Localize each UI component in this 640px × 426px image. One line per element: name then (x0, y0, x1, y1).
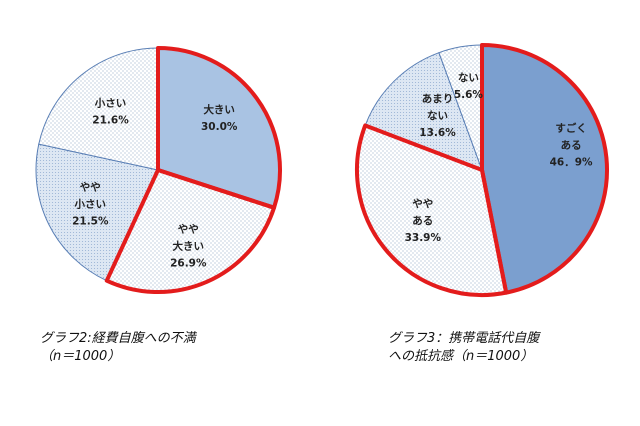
chart-2-slice-1-category: すごく (555, 122, 587, 135)
chart-2-slice-2-label: ややある 33.9% (405, 198, 442, 244)
chart-1-caption-line-2: （n＝1000） (40, 349, 121, 364)
chart-2-slice-1-value: 46．9% (550, 157, 593, 169)
chart-1-slice-3-value: 21.5% (72, 216, 109, 228)
chart-1-slice-4 (38, 47, 159, 171)
chart-2-slice-2-value: 33.9% (405, 232, 442, 244)
pie-chart-phone-cost-resistance: すごくある 46．9%ややある 33.9%あまりない 13.6%ない 5.6% (355, 43, 609, 297)
chart-2-slice-3-label: あまりない 13.6% (419, 92, 456, 139)
chart-2-slice-1-label: すごくある 46．9% (550, 122, 593, 169)
chart-1-slice-1-category: 大きい (203, 103, 235, 116)
chart-2-slice-4-category: ない (458, 72, 479, 84)
chart-2-slice-3 (364, 52, 483, 171)
chart-2-slice-4-value: 5.6% (454, 89, 484, 101)
chart-1-slice-2-category: やや (178, 223, 199, 235)
chart-1-caption-line-1: グラフ2:経費自腹への不満 (40, 331, 196, 346)
chart-2-caption-line-1: グラフ3：携帯電話代自腹 (388, 331, 540, 346)
chart-2-slice-1-category: ある (561, 139, 582, 152)
chart-1-slice-3 (35, 143, 159, 282)
chart-2-caption-line-2: への抵抗感（n＝1000） (388, 349, 534, 364)
chart-1-slice-2-value: 26.9% (170, 257, 207, 269)
chart-2-slice-2-category: やや (412, 198, 433, 210)
chart-1-slice-1-label: 大きい 30.0% (201, 103, 238, 133)
chart-1-slice-4-category: 小さい (94, 97, 127, 110)
chart-1-slice-2-label: やや大きい 26.9% (170, 223, 207, 269)
chart-2-slice-1-highlight (480, 43, 609, 295)
chart-1-slice-3-category: 小さい (74, 198, 107, 211)
chart-1-slice-2-highlight (104, 168, 277, 294)
chart-2-slice-3-category: あまり (422, 92, 454, 105)
chart-2-slice-3-category: ない (427, 110, 448, 122)
chart-1-caption: グラフ2:経費自腹への不満 （n＝1000） (40, 330, 196, 366)
chart-1-slice-4-label: 小さい 21.6% (92, 97, 129, 127)
chart-2-slice-2-category: ある (412, 214, 433, 227)
chart-1-slice-1-value: 30.0% (201, 121, 238, 133)
chart-1-slice-3-category: やや (80, 182, 101, 194)
chart-1-slice-3-label: やや小さい 21.5% (72, 182, 109, 228)
chart-2-slice-2-highlight (355, 123, 509, 297)
chart-1-slice-1-highlight (156, 46, 282, 210)
pie-chart-expense-dissatisfaction: 大きい 30.0%やや大きい 26.9%やや小さい 21.5%小さい 21.6% (35, 46, 282, 294)
chart-2-slice-4-label: ない 5.6% (454, 72, 484, 101)
chart-2-caption: グラフ3：携帯電話代自腹 への抵抗感（n＝1000） (388, 330, 539, 366)
chart-2-slice-3-value: 13.6% (419, 127, 456, 139)
chart-1-slice-4-value: 21.6% (92, 115, 129, 127)
chart-1-slice-2-category: 大きい (173, 239, 205, 252)
